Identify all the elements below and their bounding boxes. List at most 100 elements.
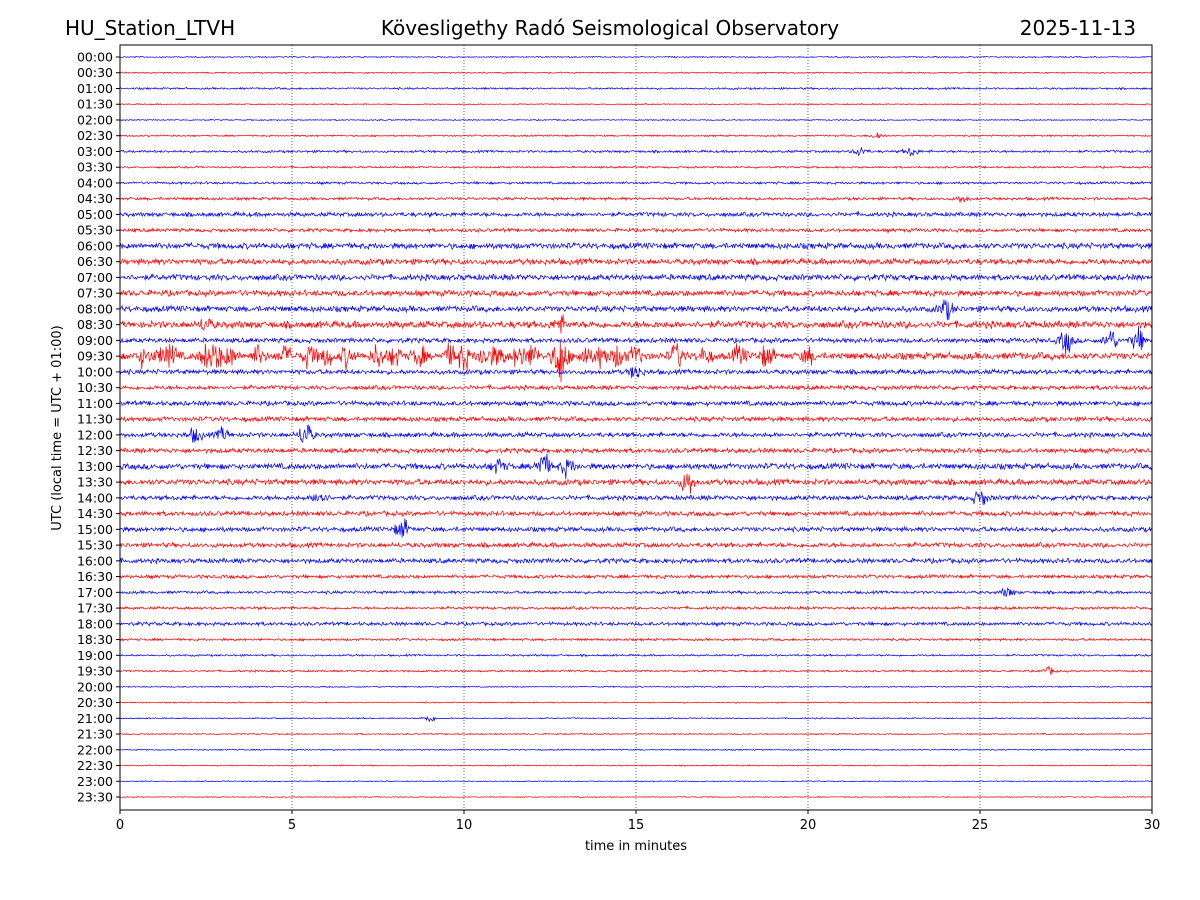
y-tick-label: 12:30	[77, 443, 113, 458]
y-tick-label: 18:30	[77, 632, 113, 647]
y-tick-label: 04:30	[77, 191, 113, 206]
y-tick-label: 12:00	[77, 427, 113, 442]
y-tick-label: 13:30	[77, 475, 113, 490]
trace-0800	[119, 299, 1153, 321]
y-tick-label: 19:00	[77, 648, 113, 663]
y-tick-label: 00:00	[77, 50, 113, 65]
y-axis-label: UTC (local time = UTC + 01:00)	[50, 325, 65, 530]
y-tick-label: 05:30	[77, 223, 113, 238]
trace-0230	[119, 132, 1152, 139]
trace-0130	[119, 103, 1152, 106]
trace-1900	[119, 653, 1152, 658]
trace-1500	[119, 518, 1153, 538]
y-tick-label: 13:00	[77, 459, 113, 474]
trace-0430	[119, 195, 1153, 203]
trace-1100	[119, 399, 1153, 408]
y-tick-label: 21:30	[77, 727, 113, 742]
trace-0600	[119, 241, 1153, 251]
y-tick-label: 19:30	[77, 664, 113, 679]
y-tick-label: 20:00	[77, 679, 113, 694]
x-tick-label: 10	[456, 818, 473, 833]
y-tick-label: 01:30	[77, 97, 113, 112]
y-tick-label: 08:30	[77, 317, 113, 332]
y-tick-label: 06:00	[77, 238, 113, 253]
trace-2200	[120, 748, 1152, 752]
trace-1800	[119, 620, 1153, 628]
trace-1530	[119, 541, 1153, 549]
trace-0330	[119, 165, 1153, 170]
y-tick-label: 11:00	[77, 396, 113, 411]
y-tick-label: 16:30	[77, 569, 113, 584]
y-tick-label: 16:00	[77, 553, 113, 568]
y-tick-label: 17:30	[77, 601, 113, 616]
trace-1230	[119, 446, 1153, 455]
trace-1400	[119, 491, 1153, 506]
y-tick-label: 02:30	[77, 128, 113, 143]
x-tick-label: 0	[116, 818, 124, 833]
trace-0930	[119, 341, 1153, 383]
x-tick-label: 30	[1144, 818, 1161, 833]
x-tick-label: 20	[800, 818, 817, 833]
trace-0030	[119, 71, 1153, 75]
trace-1330	[119, 473, 1153, 494]
y-tick-label: 21:00	[77, 711, 113, 726]
trace-0630	[119, 256, 1153, 267]
trace-2130	[119, 732, 1152, 736]
y-tick-label: 06:30	[77, 254, 113, 269]
station-label: HU_Station_LTVH	[65, 16, 235, 40]
trace-2030	[119, 701, 1153, 704]
y-tick-label: 03:00	[77, 144, 113, 159]
trace-0500	[119, 210, 1153, 219]
date-label: 2025-11-13	[1020, 16, 1136, 40]
y-tick-label: 05:00	[77, 207, 113, 222]
trace-1430	[119, 509, 1153, 518]
y-tick-label: 11:30	[77, 412, 113, 427]
trace-2000	[120, 685, 1153, 689]
y-tick-label: 23:00	[77, 774, 113, 789]
y-tick-label: 14:30	[77, 506, 113, 521]
trace-1730	[119, 605, 1153, 611]
trace-0000	[119, 55, 1153, 59]
y-tick-label: 10:30	[77, 380, 113, 395]
y-tick-label: 15:30	[77, 538, 113, 553]
trace-0530	[119, 226, 1152, 234]
y-tick-label: 14:00	[77, 490, 113, 505]
trace-2300	[119, 780, 1152, 783]
x-axis-label: time in minutes	[585, 839, 687, 854]
trace-2100	[119, 715, 1152, 723]
trace-0400	[119, 180, 1152, 186]
y-tick-label: 09:00	[77, 333, 113, 348]
trace-1300	[119, 453, 1153, 480]
y-tick-label: 07:00	[77, 270, 113, 285]
y-tick-label: 17:00	[77, 585, 113, 600]
y-tick-label: 22:30	[77, 758, 113, 773]
trace-1130	[119, 415, 1153, 424]
trace-0200	[119, 118, 1152, 122]
trace-2230	[119, 764, 1152, 767]
y-tick-label: 03:30	[77, 160, 113, 175]
trace-0700	[119, 273, 1153, 283]
x-tick-label: 5	[288, 818, 296, 833]
trace-1630	[119, 573, 1153, 580]
trace-0300	[120, 146, 1153, 157]
trace-1030	[119, 383, 1153, 392]
y-tick-label: 08:00	[77, 301, 113, 316]
trace-1000	[119, 367, 1153, 379]
trace-0830	[119, 314, 1153, 334]
y-tick-label: 09:30	[77, 349, 113, 364]
y-tick-label: 04:00	[77, 175, 113, 190]
y-tick-label: 07:30	[77, 286, 113, 301]
y-tick-label: 10:00	[77, 364, 113, 379]
y-tick-label: 18:00	[77, 616, 113, 631]
trace-0100	[119, 86, 1153, 91]
trace-1700	[119, 587, 1153, 597]
x-tick-label: 15	[628, 818, 645, 833]
y-tick-label: 00:30	[77, 65, 113, 80]
trace-1830	[119, 637, 1153, 642]
y-tick-label: 23:30	[77, 790, 113, 805]
y-tick-label: 15:00	[77, 522, 113, 537]
trace-1600	[119, 556, 1153, 565]
y-tick-label: 02:00	[77, 112, 113, 127]
